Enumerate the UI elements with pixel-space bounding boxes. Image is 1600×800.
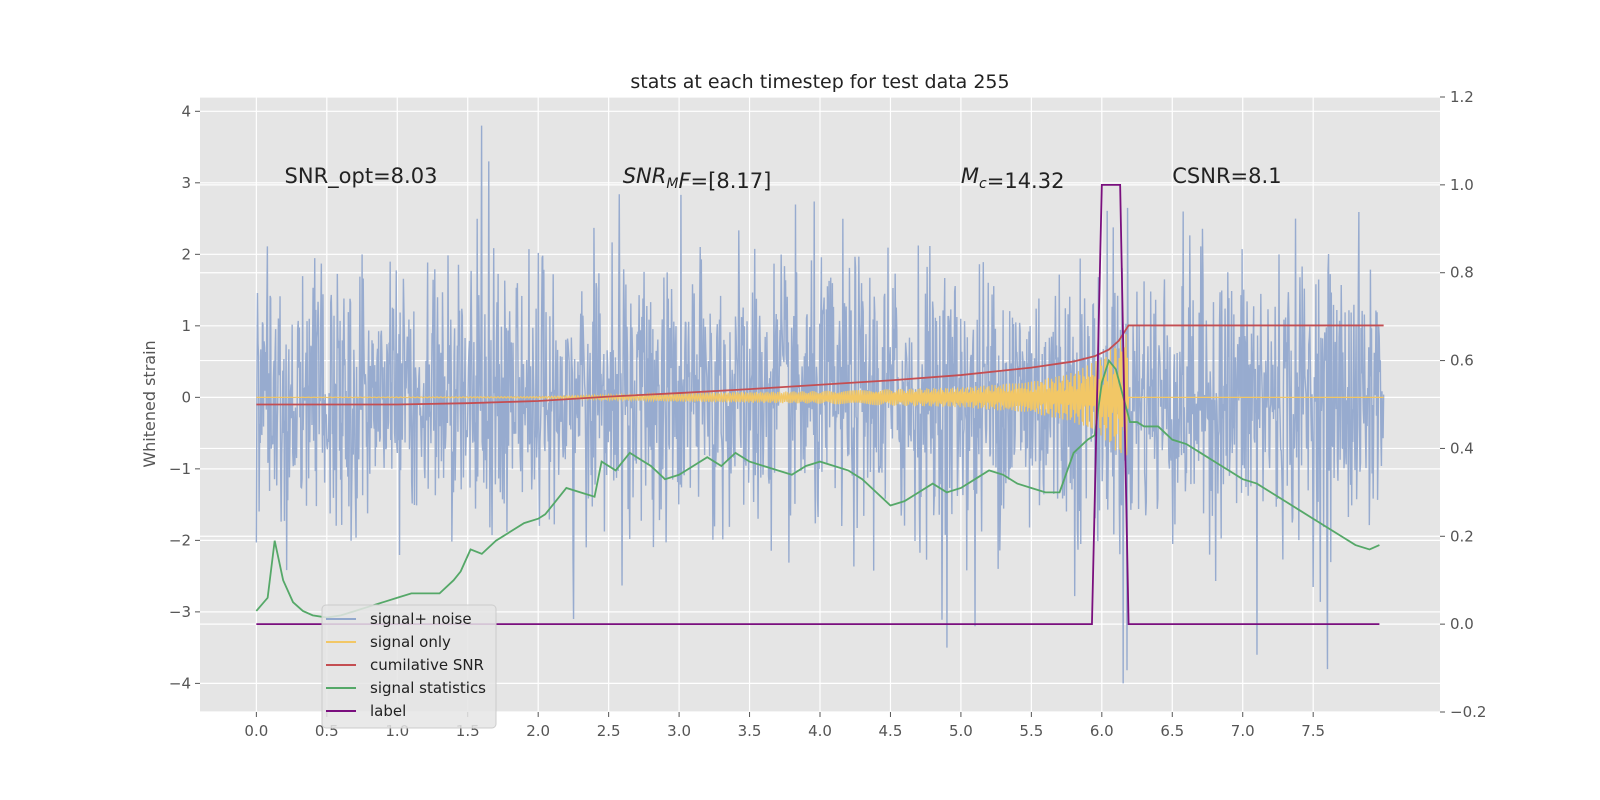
y-right-tick-label: 1.0	[1450, 176, 1474, 194]
y-tick-label: −2	[169, 531, 191, 549]
legend-label: signal only	[370, 633, 451, 651]
y-tick-label: −4	[169, 674, 191, 692]
y-axis-label: Whitened strain	[140, 340, 159, 467]
annotation-0: SNR_opt=8.03	[285, 164, 438, 189]
annotation-part: CSNR=8.1	[1172, 164, 1281, 188]
series-signal-noise	[255, 125, 1385, 684]
annotation-part: =14.32	[987, 169, 1065, 193]
series-layer	[255, 125, 1385, 684]
y-tick-label: 4	[181, 102, 191, 120]
x-tick-label: 4.5	[879, 722, 903, 740]
signal-only-line	[256, 334, 1384, 458]
series-label	[256, 183, 1380, 626]
annotation-part: M	[666, 176, 678, 192]
x-tick-label: 4.0	[808, 722, 832, 740]
annotations: SNR_opt=8.03 SNRMF=[8.17] Mc=14.32 CSNR=8.1	[285, 164, 1282, 193]
annotation-part: F	[678, 169, 691, 193]
y-right-tick-label: 0.0	[1450, 615, 1474, 633]
x-tick-label: 7.5	[1301, 722, 1325, 740]
x-tick-label: 3.5	[738, 722, 762, 740]
signal-statistics-line	[255, 358, 1380, 619]
x-tick-label: 7.0	[1231, 722, 1255, 740]
y-right-tick-label: 0.4	[1450, 439, 1474, 457]
y-tick-label: 0	[181, 388, 191, 406]
x-tick-label: 3.0	[667, 722, 691, 740]
y-right-tick-label: 1.2	[1450, 88, 1474, 106]
series-signal-statistics	[255, 358, 1380, 619]
annotation-part: c	[979, 176, 987, 192]
label-line	[256, 183, 1380, 626]
series-signal-only	[256, 334, 1384, 458]
annotation-3: CSNR=8.1	[1172, 164, 1281, 188]
annotation-1: SNRMF=[8.17]	[623, 164, 772, 193]
axes: 0.0 0.5 1.0 1.5 2.0 2.5 3.0 3.5 4.0 4.5 5.0 5.5 6.0 6…	[169, 88, 1487, 740]
legend-label: signal statistics	[370, 679, 486, 697]
signal-noise-line	[255, 125, 1385, 684]
x-tick-label: 2.0	[526, 722, 550, 740]
x-tick-label: 6.5	[1160, 722, 1184, 740]
annotation-part: SNR	[623, 164, 667, 188]
x-tick-label: 2.5	[597, 722, 621, 740]
annotation-part: M	[961, 164, 979, 188]
legend-label: signal+ noise	[370, 610, 472, 628]
y-right-tick-label: −0.2	[1450, 703, 1486, 721]
cumilative-snr-line	[256, 324, 1384, 406]
x-tick-label: 6.0	[1090, 722, 1114, 740]
y-tick-label: −3	[169, 603, 191, 621]
chart-title: stats at each timestep for test data 255	[630, 71, 1009, 93]
annotation-part: SNR_opt=8.03	[285, 164, 438, 189]
x-tick-label: 0.0	[244, 722, 268, 740]
x-tick-label: 5.5	[1019, 722, 1043, 740]
annotation-part: =[8.17]	[691, 169, 772, 193]
y-tick-label: 2	[181, 245, 191, 263]
y-right-tick-label: 0.8	[1450, 264, 1474, 282]
y-tick-label: 1	[181, 317, 191, 335]
legend-label: cumilative SNR	[370, 656, 484, 674]
y-tick-label: −1	[169, 460, 191, 478]
legend-box	[321, 604, 497, 729]
legend-label: label	[370, 702, 406, 720]
legend: signal+ noise signal only cumilative SNR si…	[321, 604, 497, 729]
y-right-tick-label: 0.2	[1450, 527, 1474, 545]
x-tick-label: 5.0	[949, 722, 973, 740]
annotation-2: Mc=14.32	[961, 164, 1065, 193]
series-cumilative-snr	[256, 324, 1384, 406]
y-tick-label: 3	[181, 174, 191, 192]
y-right-tick-label: 0.6	[1450, 352, 1474, 370]
